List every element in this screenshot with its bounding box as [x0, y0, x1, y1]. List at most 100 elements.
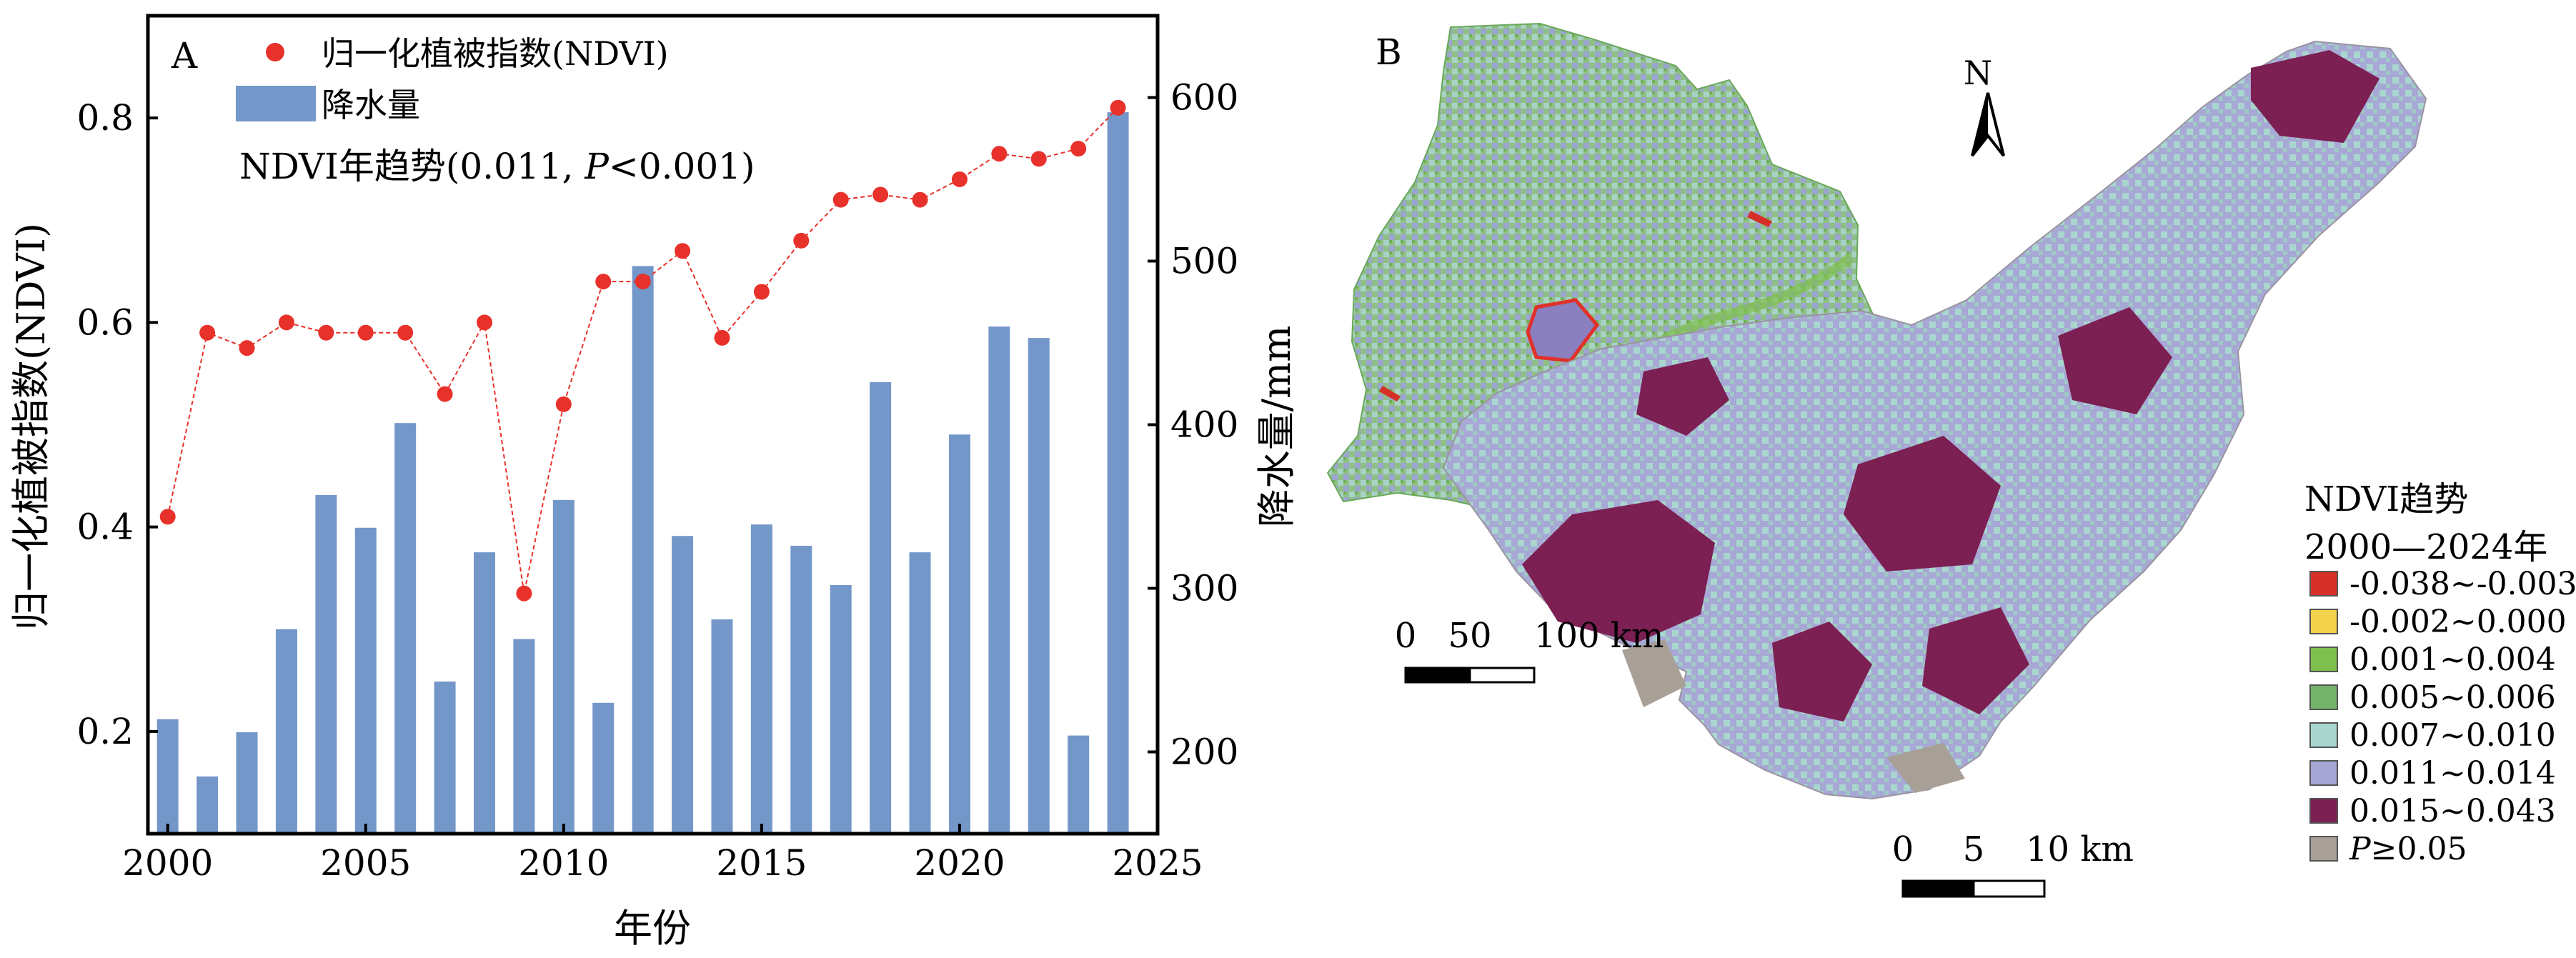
scale-large-label-1: 50 — [1448, 616, 1491, 656]
legend-label-p: P — [2349, 831, 2372, 867]
precip-bar-2006 — [394, 423, 417, 834]
precip-bar-2001 — [197, 776, 219, 834]
precip-bar-2012 — [632, 266, 654, 834]
legend-swatch-7 — [2309, 836, 2338, 862]
legend-label-2: 0.001~0.004 — [2349, 642, 2556, 678]
legend-label-0: -0.038~-0.003 — [2349, 566, 2576, 602]
legend-ndvi-label: 归一化植被指数(NDVI) — [322, 34, 669, 73]
precip-bar-2010 — [552, 499, 575, 834]
ndvi-point-2016 — [793, 232, 810, 249]
scale-small-label-2: 10 km — [2026, 829, 2134, 869]
large-map-red-patch — [1379, 386, 1401, 401]
small-map-high-trend-zone — [1922, 607, 2029, 714]
y-left-tick-label: 0.4 — [76, 507, 134, 548]
legend-swatch-5 — [2309, 760, 2338, 786]
precip-bar-2014 — [711, 619, 733, 834]
scale-small-label-0: 0 — [1892, 829, 1914, 869]
scale-small-label-1: 5 — [1963, 829, 1985, 869]
axes: 2000 2005 2010 2015 2020 2025 0.2 0.4 0.6 0.8 200 3… — [76, 77, 1238, 884]
ndvi-point-2020 — [951, 171, 968, 187]
precip-bar-2019 — [909, 552, 931, 834]
y-left-tick-label: 0.6 — [76, 301, 134, 343]
ndvi-point-2005 — [357, 324, 374, 341]
y-right-tick-label: 600 — [1170, 77, 1238, 119]
legend-swatch-3 — [2309, 684, 2338, 710]
ndvi-point-2014 — [714, 329, 730, 346]
legend-swatch-6 — [2309, 798, 2338, 824]
x-tick-label: 2025 — [1112, 842, 1203, 884]
trend-prefix: NDVI年趋势(0.011, — [239, 146, 585, 187]
panel-a-label: A — [171, 35, 198, 76]
precip-bar-2008 — [474, 552, 495, 834]
x-tick-label: 2000 — [122, 842, 213, 884]
legend-label-5: 0.011~0.014 — [2349, 755, 2556, 792]
x-tick-label: 2010 — [518, 842, 609, 884]
ndvi-point-2021 — [991, 146, 1008, 162]
panel-a: 2000 2005 2010 2015 2020 2025 0.2 0.4 0.6 0.8 200 3… — [9, 14, 1299, 951]
scale-small-bar-black — [1901, 879, 1975, 898]
y-left-tick-label: 0.2 — [76, 711, 134, 752]
precip-bar-2005 — [354, 527, 377, 834]
y-right-tick-label: 200 — [1170, 732, 1238, 773]
precip-bar-2013 — [672, 536, 694, 834]
y-left-tick-label: 0.8 — [76, 97, 134, 139]
ndvi-point-2023 — [1070, 141, 1087, 157]
ndvi-point-2004 — [318, 324, 334, 341]
scale-bar-small: 0 5 10 km — [1892, 829, 2134, 898]
panel-b: B N 0 50 100 km — [1326, 22, 2576, 898]
y-axis-title-right: 降水量/mm — [1254, 326, 1299, 528]
ndvi-point-2003 — [278, 314, 294, 331]
precip-bar-2003 — [275, 629, 297, 834]
small-map-insignificant-zone — [1886, 743, 1965, 793]
ndvi-point-2002 — [239, 340, 255, 356]
legend-label-6: 0.015~0.043 — [2349, 793, 2556, 829]
map-legend-title: NDVI趋势 — [2304, 479, 2468, 519]
legend-swatch-2 — [2309, 647, 2338, 672]
y-axis-title-left: 归一化植被指数(NDVI) — [9, 223, 54, 630]
legend-label-4: 0.007~0.010 — [2349, 717, 2556, 754]
y-right-tick-label: 300 — [1170, 568, 1238, 609]
legend-label-1: -0.002~0.000 — [2349, 604, 2567, 640]
legend-precip-label: 降水量 — [322, 86, 420, 124]
precipitation-bars — [156, 112, 1129, 834]
legend-label-rest: ≥0.05 — [2371, 831, 2467, 867]
ndvi-point-2024 — [1110, 99, 1126, 116]
map-legend-subtitle: 2000—2024年 — [2304, 527, 2547, 567]
precip-bar-2021 — [988, 326, 1010, 834]
map-legend: NDVI趋势 2000—2024年 -0.038~-0.003-0.002~0.… — [2304, 479, 2576, 867]
precip-bar-2016 — [790, 545, 812, 834]
precip-bar-2004 — [315, 494, 337, 834]
x-tick-label: 2020 — [914, 842, 1005, 884]
ndvi-point-2012 — [635, 274, 651, 290]
x-tick-label: 2015 — [716, 842, 807, 884]
legend-precip-swatch — [236, 86, 316, 121]
small-map-insignificant-zone — [1622, 639, 1686, 707]
small-map-high-trend-zone — [1522, 500, 1715, 643]
ndvi-point-2008 — [477, 314, 492, 331]
y-right-tick-label: 400 — [1170, 404, 1238, 446]
ndvi-point-2009 — [516, 585, 532, 602]
small-map-high-trend-zone — [2058, 307, 2172, 414]
precip-bar-2018 — [870, 381, 892, 834]
trend-annotation: NDVI年趋势(0.011, P<0.001) — [239, 146, 755, 187]
y-right-tick-label: 500 — [1170, 241, 1238, 282]
scale-large-bar-black — [1404, 667, 1471, 684]
ndvi-point-2010 — [555, 396, 572, 412]
scale-large-bar-white — [1468, 667, 1536, 684]
small-map-high-trend-zone — [2251, 50, 2379, 143]
large-map-red-patch — [1747, 211, 1772, 227]
small-map-high-trend-zone — [1844, 436, 2001, 572]
ndvi-point-2006 — [397, 324, 414, 341]
precip-bar-2020 — [948, 434, 970, 834]
precip-bar-2011 — [592, 702, 615, 834]
ndvi-point-2019 — [912, 191, 928, 208]
precip-bar-2007 — [434, 682, 456, 834]
x-tick-label: 2005 — [320, 842, 411, 884]
legend-label-7: P≥0.05 — [2349, 831, 2467, 867]
legend-swatch-4 — [2309, 722, 2338, 748]
scale-large-label-2: 100 km — [1534, 616, 1664, 656]
ndvi-point-2018 — [872, 186, 889, 203]
